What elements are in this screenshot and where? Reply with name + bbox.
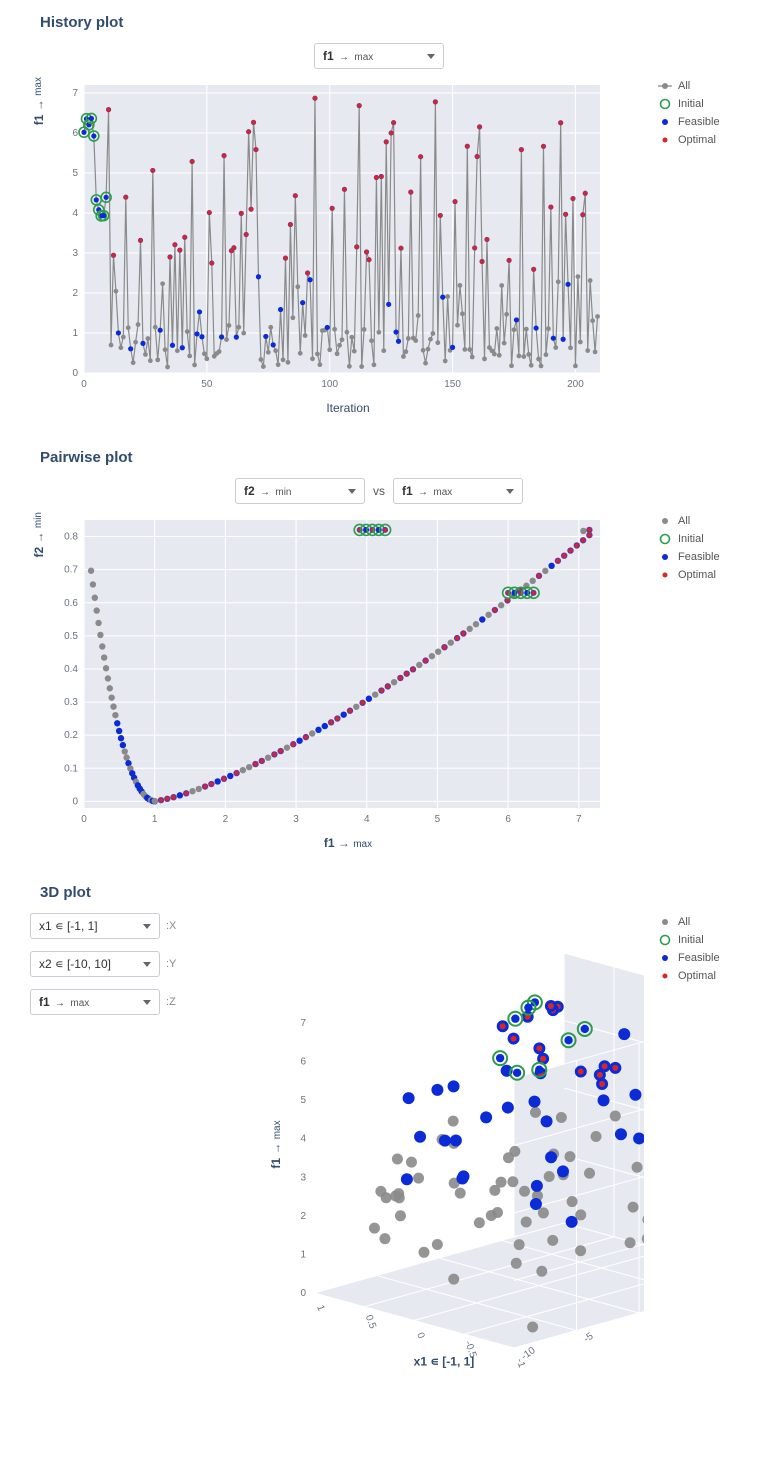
legend-item-all[interactable]: All (658, 514, 728, 528)
svg-text:6: 6 (300, 1057, 306, 1068)
pairwise-select-f1[interactable]: f1 → max (393, 478, 523, 504)
history-chart[interactable]: 0 50 100 150 200 0 1 2 3 4 5 6 7 (48, 77, 608, 397)
svg-text:0.7: 0.7 (64, 565, 78, 576)
legend-item-optimal[interactable]: Optimal (658, 568, 728, 582)
plot3d-legend: All Initial Feasible Optimal (648, 913, 728, 987)
svg-text:0: 0 (300, 1288, 306, 1299)
pairwise-select-f2[interactable]: f2 → min (235, 478, 365, 504)
svg-text:3: 3 (300, 1172, 306, 1183)
svg-text:0: 0 (72, 796, 78, 807)
svg-text:4: 4 (300, 1134, 306, 1145)
legend-item-feasible[interactable]: Feasible (658, 115, 728, 129)
svg-text:3: 3 (72, 248, 78, 259)
legend-item-all[interactable]: All (658, 915, 728, 929)
svg-text:3: 3 (293, 814, 299, 825)
svg-text:5: 5 (435, 814, 441, 825)
svg-text:7: 7 (300, 1018, 306, 1029)
pairwise-chart[interactable]: 0 1 2 3 4 5 6 7 0 0.1 0.2 0.3 0.4 0.5 0.6 0.7 0.8 (48, 512, 608, 832)
pairwise-controls: f2 → min vs f1 → max (30, 478, 728, 504)
legend-item-initial[interactable]: Initial (658, 97, 728, 111)
svg-text:50: 50 (201, 379, 213, 390)
pairwise-xlabel: f1 → max (48, 836, 648, 850)
plot3d-title: 3D plot (40, 884, 728, 901)
svg-text:4: 4 (72, 208, 78, 219)
chevron-down-icon (348, 489, 356, 494)
history-ylabel: f1 → max (30, 77, 48, 125)
svg-text:0.6: 0.6 (64, 598, 78, 609)
vs-label: vs (373, 484, 385, 498)
chevron-down-icon (143, 1000, 151, 1005)
svg-text:4: 4 (364, 814, 370, 825)
svg-text:2: 2 (72, 288, 78, 299)
svg-text:7: 7 (72, 88, 78, 99)
legend-item-optimal[interactable]: Optimal (658, 133, 728, 147)
svg-text:0.8: 0.8 (64, 532, 78, 543)
svg-text:150: 150 (444, 379, 461, 390)
svg-text:6: 6 (72, 128, 78, 139)
history-controls: f1 → max (30, 43, 728, 69)
plot3d-select-z[interactable]: f1 → max (30, 989, 160, 1015)
chevron-down-icon (427, 54, 435, 59)
legend-item-all[interactable]: All (658, 79, 728, 93)
svg-text:0.3: 0.3 (64, 697, 78, 708)
svg-text:1: 1 (152, 814, 158, 825)
history-section: History plot f1 → max f1 → max 050100150… (0, 0, 758, 435)
svg-text:0: 0 (81, 379, 87, 390)
plot3d-controls: x1 ∊ [-1, 1] :X x2 ∊ [-10, 10] :Y f1 → m… (30, 913, 210, 1015)
svg-text:1: 1 (300, 1249, 306, 1260)
legend-item-initial[interactable]: Initial (658, 933, 728, 947)
legend-item-initial[interactable]: Initial (658, 532, 728, 546)
svg-text:0.1: 0.1 (64, 763, 78, 774)
svg-text:1: 1 (314, 1304, 326, 1313)
svg-text:1: 1 (72, 328, 78, 339)
legend-item-optimal[interactable]: Optimal (658, 969, 728, 983)
chevron-down-icon (143, 924, 151, 929)
svg-text:2: 2 (300, 1211, 306, 1222)
svg-text:5: 5 (72, 168, 78, 179)
svg-text:6: 6 (505, 814, 511, 825)
plot3d-select-x[interactable]: x1 ∊ [-1, 1] (30, 913, 160, 939)
pairwise-title: Pairwise plot (40, 449, 728, 466)
svg-text:5: 5 (300, 1095, 306, 1106)
history-select-f1[interactable]: f1 → max (314, 43, 444, 69)
svg-text:f1 → max: f1 → max (269, 1120, 283, 1168)
history-xlabel: Iteration (48, 401, 648, 415)
svg-text:-5: -5 (582, 1331, 596, 1345)
svg-text:0.5: 0.5 (363, 1313, 378, 1330)
svg-text:0: 0 (72, 368, 78, 379)
chevron-down-icon (143, 962, 151, 967)
svg-text:200: 200 (567, 379, 584, 390)
plot3d-chart[interactable]: 0123456710.50-0.5-1-10-50510f1 → maxx1 ∊… (214, 913, 644, 1393)
plot3d-select-y[interactable]: x2 ∊ [-10, 10] (30, 951, 160, 977)
pairwise-section: Pairwise plot f2 → min vs f1 → max f2 → … (0, 435, 758, 870)
chevron-down-icon (506, 489, 514, 494)
history-legend: All Initial Feasible Optimal (648, 77, 728, 151)
legend-item-feasible[interactable]: Feasible (658, 951, 728, 965)
svg-text:0: 0 (81, 814, 87, 825)
pairwise-legend: All Initial Feasible Optimal (648, 512, 728, 586)
svg-text:0.4: 0.4 (64, 664, 78, 675)
svg-text:0.5: 0.5 (64, 631, 78, 642)
legend-item-feasible[interactable]: Feasible (658, 550, 728, 564)
svg-text:x1 ∊ [-1, 1]: x1 ∊ [-1, 1] (414, 1355, 475, 1369)
svg-text:7: 7 (576, 814, 582, 825)
svg-text:0.2: 0.2 (64, 730, 78, 741)
svg-text:2: 2 (223, 814, 229, 825)
plot3d-section: 3D plot x1 ∊ [-1, 1] :X x2 ∊ [-10, 10] :… (0, 870, 758, 1413)
svg-text:0: 0 (414, 1331, 426, 1340)
svg-text:100: 100 (321, 379, 338, 390)
history-title: History plot (40, 14, 728, 31)
pairwise-ylabel: f2 → min (30, 512, 48, 557)
